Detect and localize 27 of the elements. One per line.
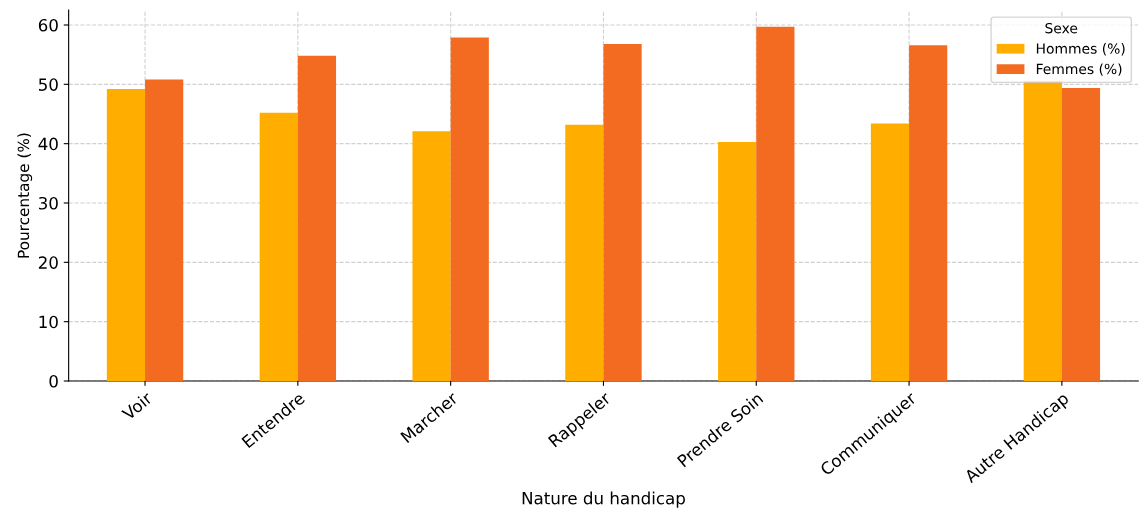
bar xyxy=(450,37,489,381)
bar xyxy=(565,124,604,381)
bar xyxy=(1061,87,1101,381)
bar xyxy=(297,55,337,381)
y-tick-label: 20 xyxy=(38,256,58,269)
legend-label: Femmes (%) xyxy=(1036,63,1122,76)
bar xyxy=(145,79,184,381)
y-tick-label: 30 xyxy=(38,196,58,210)
bar xyxy=(756,26,795,381)
y-axis-title: Pourcentage (%) xyxy=(17,133,33,258)
bar xyxy=(106,89,146,381)
y-tick-label: 0 xyxy=(49,374,58,388)
legend-title: Sexe xyxy=(1045,22,1078,34)
bar xyxy=(412,131,451,381)
y-tick-label: 10 xyxy=(39,315,58,329)
y-tick-label: 60 xyxy=(38,18,58,32)
bar xyxy=(259,112,298,381)
y-tick-label: 50 xyxy=(39,78,58,91)
bar xyxy=(870,123,910,381)
y-tick-label: 40 xyxy=(38,137,58,151)
bar xyxy=(603,43,642,381)
x-axis-title: Nature du handicap xyxy=(522,491,685,508)
bar xyxy=(1023,80,1062,381)
bar xyxy=(909,45,948,381)
bar xyxy=(718,141,757,381)
legend-label: Hommes (%) xyxy=(1036,43,1125,56)
x-tick-label: Voir xyxy=(120,390,154,421)
